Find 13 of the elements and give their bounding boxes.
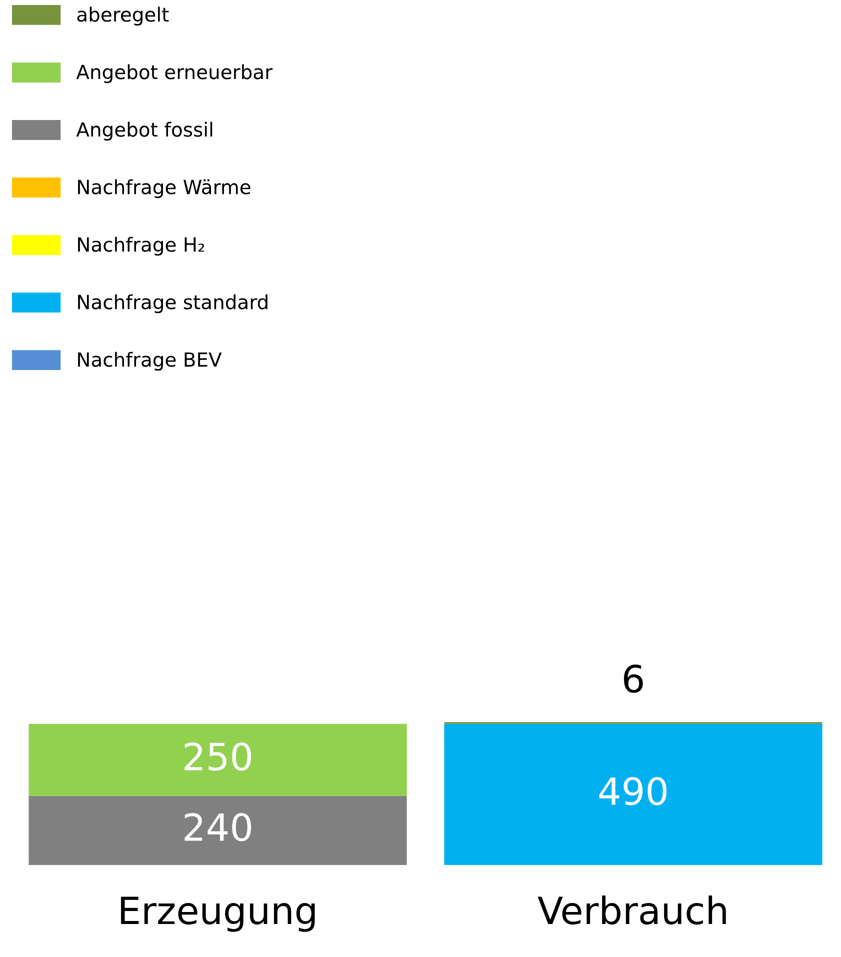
legend-label: Nachfrage standard [78, 294, 268, 314]
legend-label: Angebot fossil [76, 122, 212, 141]
legend-label: Angebot erneuerbar [76, 64, 273, 84]
data-label: 6 [624, 664, 643, 693]
legend-label: Nachfrage H₂ [78, 236, 204, 256]
data-label: 240 [184, 812, 252, 842]
data-label: 250 [184, 742, 252, 771]
x-tick-label: Erzeugung [121, 896, 315, 932]
legend-label: Nachfrage Wärme [78, 179, 250, 198]
data-label: 490 [599, 776, 667, 806]
legend-label: Nachfrage BEV [78, 352, 222, 371]
legend-label: aberegelt [77, 6, 169, 26]
x-tick-label: Verbrauch [538, 896, 726, 925]
